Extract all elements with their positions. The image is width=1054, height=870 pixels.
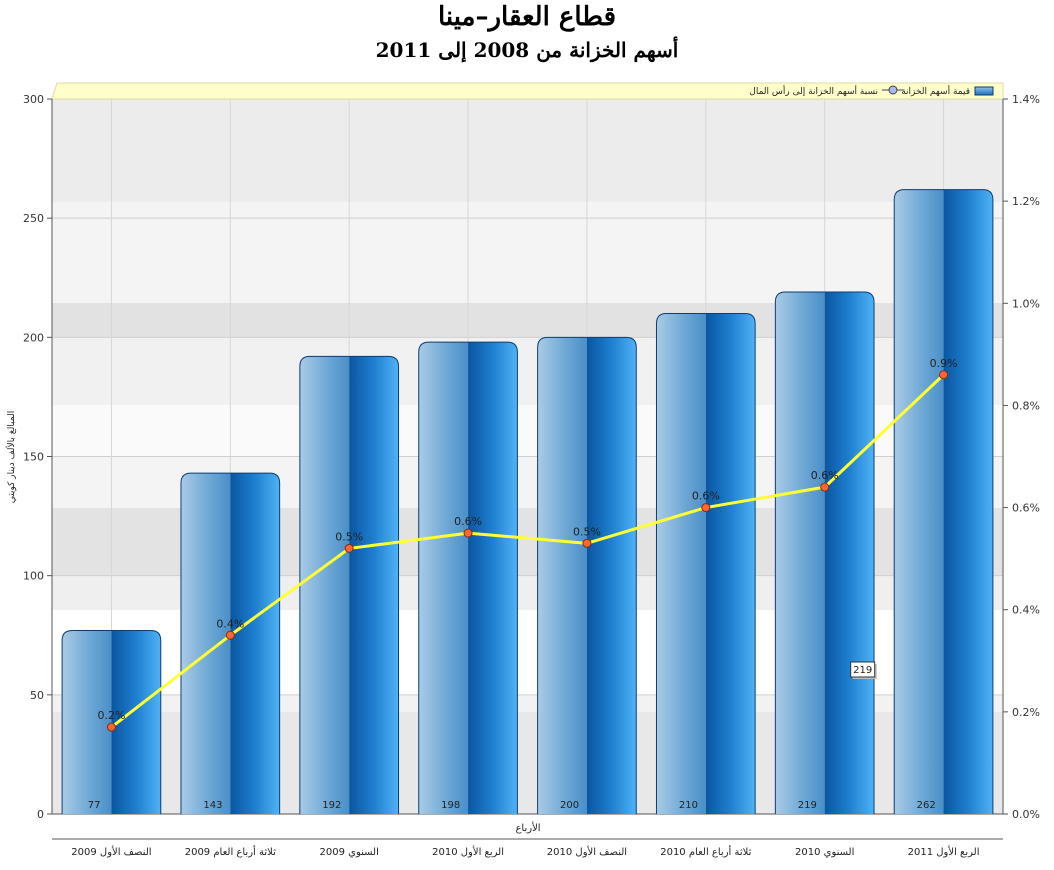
ratio-marker (582, 538, 592, 548)
ratio-value-label: 0.6% (692, 490, 720, 503)
bar-value-label: 77 (88, 800, 101, 811)
y-tick-label: 300 (23, 93, 44, 106)
bar-right-face (943, 189, 993, 815)
bar-right-face (230, 473, 280, 814)
legend: قيمة أسهم الخزانة نسبة أسهم الخزانة إلى … (51, 82, 1004, 100)
bar-outline (418, 341, 518, 814)
y2-tick-label: 0.4% (1012, 604, 1040, 617)
bar: 219 (774, 291, 875, 814)
legend-marker-swatch (888, 85, 898, 95)
x-tick-label: النصف الأول 2010 (547, 845, 627, 858)
plot-band (52, 99, 1003, 202)
bar-outline (537, 336, 637, 814)
bar: 262 (893, 189, 994, 815)
y2-tick-label: 0.0% (1012, 808, 1040, 821)
ratio-value-label: 0.2% (97, 709, 125, 722)
bar-outline (299, 355, 400, 814)
tooltip-box (850, 661, 876, 678)
x-tick-label: النصف الأول 2009 (71, 845, 151, 858)
tooltip: 219 (850, 661, 877, 679)
bar-value-label: 192 (322, 800, 341, 811)
y-tick-label: 0 (37, 808, 44, 821)
x-axis-title: الأرباع (515, 821, 540, 834)
y2-tick-label: 1.4% (1012, 93, 1040, 106)
plot-band (52, 695, 1003, 712)
legend-bar-swatch (974, 86, 994, 96)
y-tick-label: 150 (23, 451, 44, 464)
bar-left-face (418, 342, 469, 814)
y2-tick-label: 0.6% (1012, 502, 1040, 515)
ratio-value-label: 0.6% (811, 469, 839, 482)
bar-right-face (468, 342, 518, 814)
y-tick-label: 50 (30, 689, 44, 702)
ratio-marker (939, 370, 949, 380)
y2-tick-label: 1.2% (1012, 195, 1040, 208)
bar-outline (655, 313, 756, 814)
ratio-marker (463, 528, 473, 538)
ratio-marker (344, 543, 354, 553)
ratio-marker (701, 503, 711, 513)
bar-left-face (299, 356, 350, 814)
bar-outline (61, 629, 162, 814)
x-tick-label: الربع الأول 2011 (908, 845, 980, 858)
bar: 210 (655, 313, 756, 814)
x-tick-label: الربع الأول 2010 (432, 845, 504, 858)
y-tick-label: 200 (23, 331, 44, 344)
bar: 143 (180, 472, 281, 814)
bar-value-label: 200 (560, 800, 579, 811)
bar-value-label: 210 (679, 800, 698, 811)
bar-outline (774, 291, 875, 814)
tooltip-text: 219 (853, 665, 872, 676)
bar: 192 (299, 355, 400, 814)
bar-value-label: 143 (203, 800, 222, 811)
bar-value-label: 262 (917, 800, 936, 811)
bar-right-face (111, 630, 161, 814)
bar-value-label: 219 (798, 800, 817, 811)
y2-tick-label: 1.0% (1012, 297, 1040, 310)
bar-left-face (894, 189, 944, 815)
x-tick-label: ثلاثة أرباع العام 2009 (185, 845, 276, 858)
x-tick-label: السنوي 2009 (319, 847, 378, 858)
bar-outline (180, 472, 281, 814)
bar-value-label: 198 (441, 800, 460, 811)
ratio-value-label: 0.5% (573, 525, 601, 538)
chart-title: قطاع العقار–مينا (437, 2, 617, 32)
y2-tick-label: 0.2% (1012, 706, 1040, 719)
ratio-marker (225, 630, 235, 640)
ratio-value-label: 0.5% (335, 530, 363, 543)
x-tick-label: السنوي 2010 (795, 847, 854, 858)
ratio-line: 0.2% 0.4% 0.5% 0.6% 0.5% 0.6% 0.6% 0.9% (97, 357, 958, 732)
ratio-marker (820, 482, 830, 492)
bar-left-face (775, 292, 825, 814)
bar-right-face (349, 356, 399, 814)
bar-left-face (62, 630, 112, 814)
bars: 77 143 192 198 200 210 219 262 (61, 189, 994, 815)
bar-left-face (537, 337, 587, 814)
bar-outline (893, 189, 994, 814)
x-tick-label: ثلاثة أرباع العام 2010 (660, 845, 751, 858)
legend-line-label: نسبة أسهم الخزانة إلى رأس المال (749, 85, 878, 97)
y-tick-label: 100 (23, 570, 44, 583)
y-tick-label: 250 (23, 212, 44, 225)
bar-right-face (586, 337, 637, 814)
ratio-value-label: 0.6% (454, 515, 482, 528)
y-axis-title: المبالغ بالألف دينار كويتي (5, 411, 17, 503)
legend-bar-label: قيمة أسهم الخزانة (901, 85, 970, 97)
bar: 200 (537, 336, 637, 814)
bar-right-face (705, 313, 756, 814)
ratio-value-label: 0.4% (216, 617, 244, 630)
bar-right-face (824, 292, 875, 814)
bar: 198 (418, 341, 518, 814)
y2-tick-label: 0.8% (1012, 399, 1040, 412)
chart-subtitle: أسهم الخزانة من 2008 إلى 2011 (375, 38, 679, 62)
bar: 77 (61, 629, 162, 814)
ratio-value-label: 0.9% (930, 357, 958, 370)
ratio-line-path (110, 373, 945, 729)
ratio-marker (106, 722, 116, 732)
plot-band (52, 202, 1003, 303)
bar-left-face (180, 473, 231, 814)
bar-left-face (656, 313, 706, 814)
